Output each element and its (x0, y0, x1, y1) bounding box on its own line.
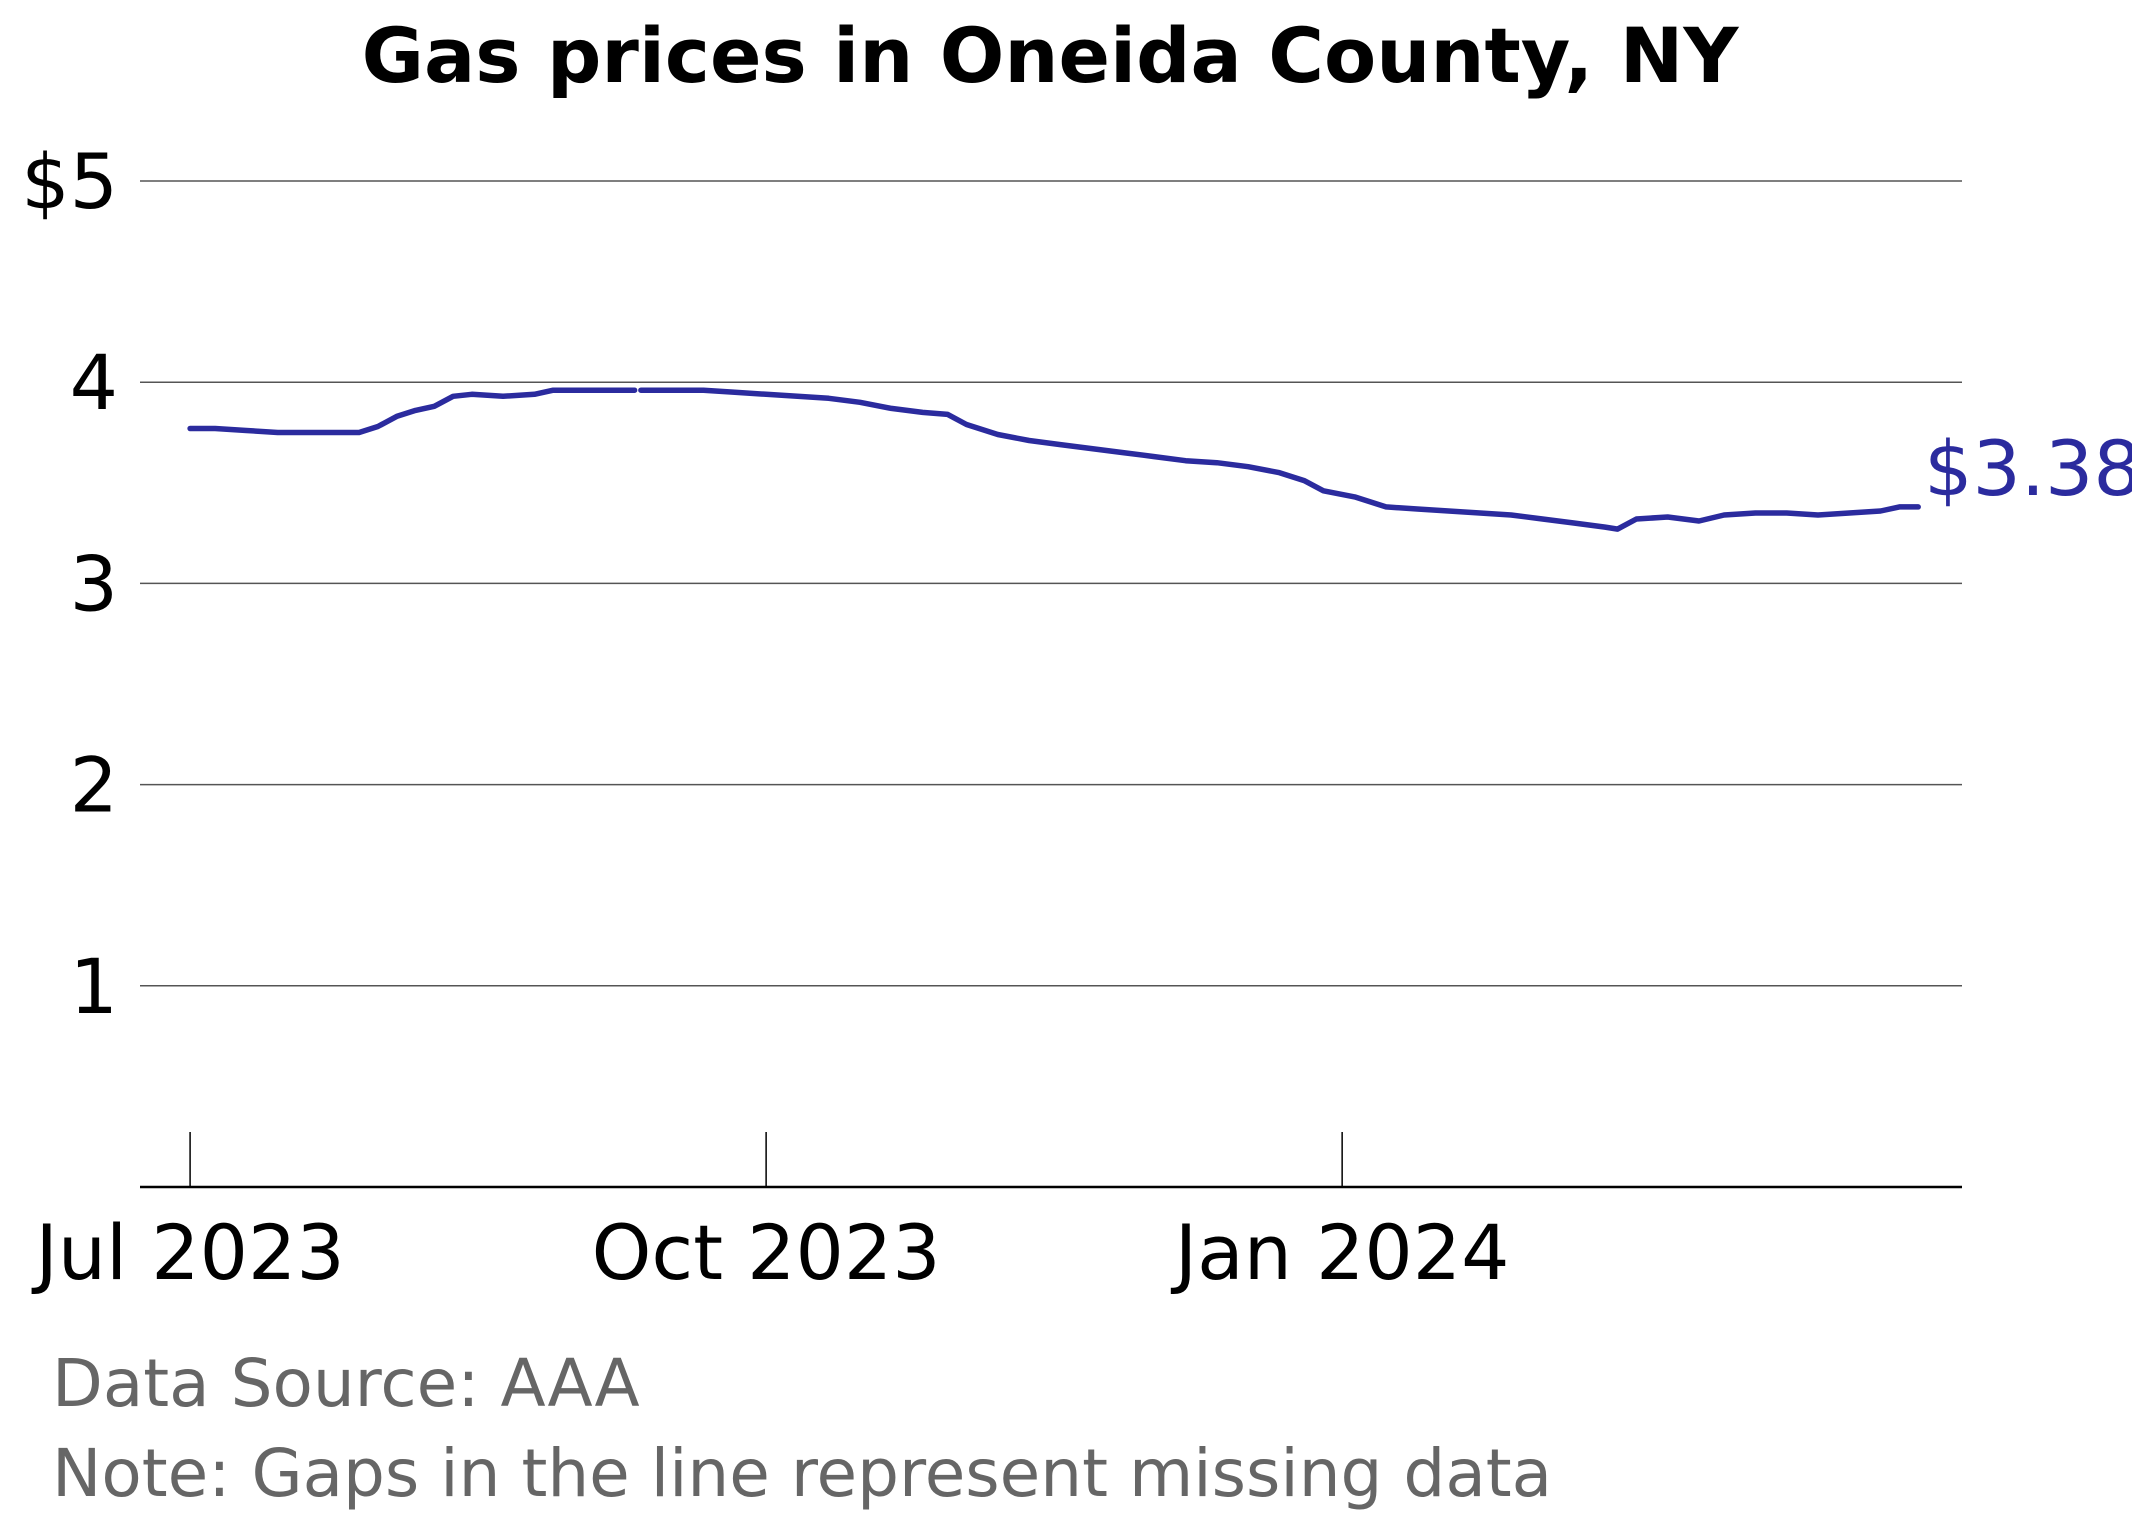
y-tick-labels: 1 2 3 4 $5 (21, 137, 118, 1031)
x-tick-label: Jul 2023 (31, 1208, 344, 1297)
y-tick-label: 1 (70, 942, 118, 1031)
y-tick-label: 4 (70, 338, 118, 427)
price-line-segment (638, 387, 1921, 532)
missing-data-note: Note: Gaps in the line represent missing… (52, 1435, 1553, 1512)
y-gridlines (140, 180, 1962, 987)
data-source-note: Data Source: AAA (52, 1345, 640, 1422)
y-tick-label: 2 (70, 741, 118, 830)
chart-title: Gas prices in Oneida County, NY (362, 11, 1740, 100)
x-tick-label: Oct 2023 (592, 1208, 941, 1297)
price-line-segment (187, 387, 638, 436)
latest-price-label: $3.38 (1924, 424, 2132, 513)
x-tick-label: Jan 2024 (1171, 1208, 1510, 1297)
y-tick-label: 3 (70, 539, 118, 628)
x-axis-ticks: Jul 2023 Oct 2023 Jan 2024 (31, 1132, 1510, 1297)
y-tick-label: $5 (21, 137, 118, 226)
price-line (187, 387, 1921, 532)
